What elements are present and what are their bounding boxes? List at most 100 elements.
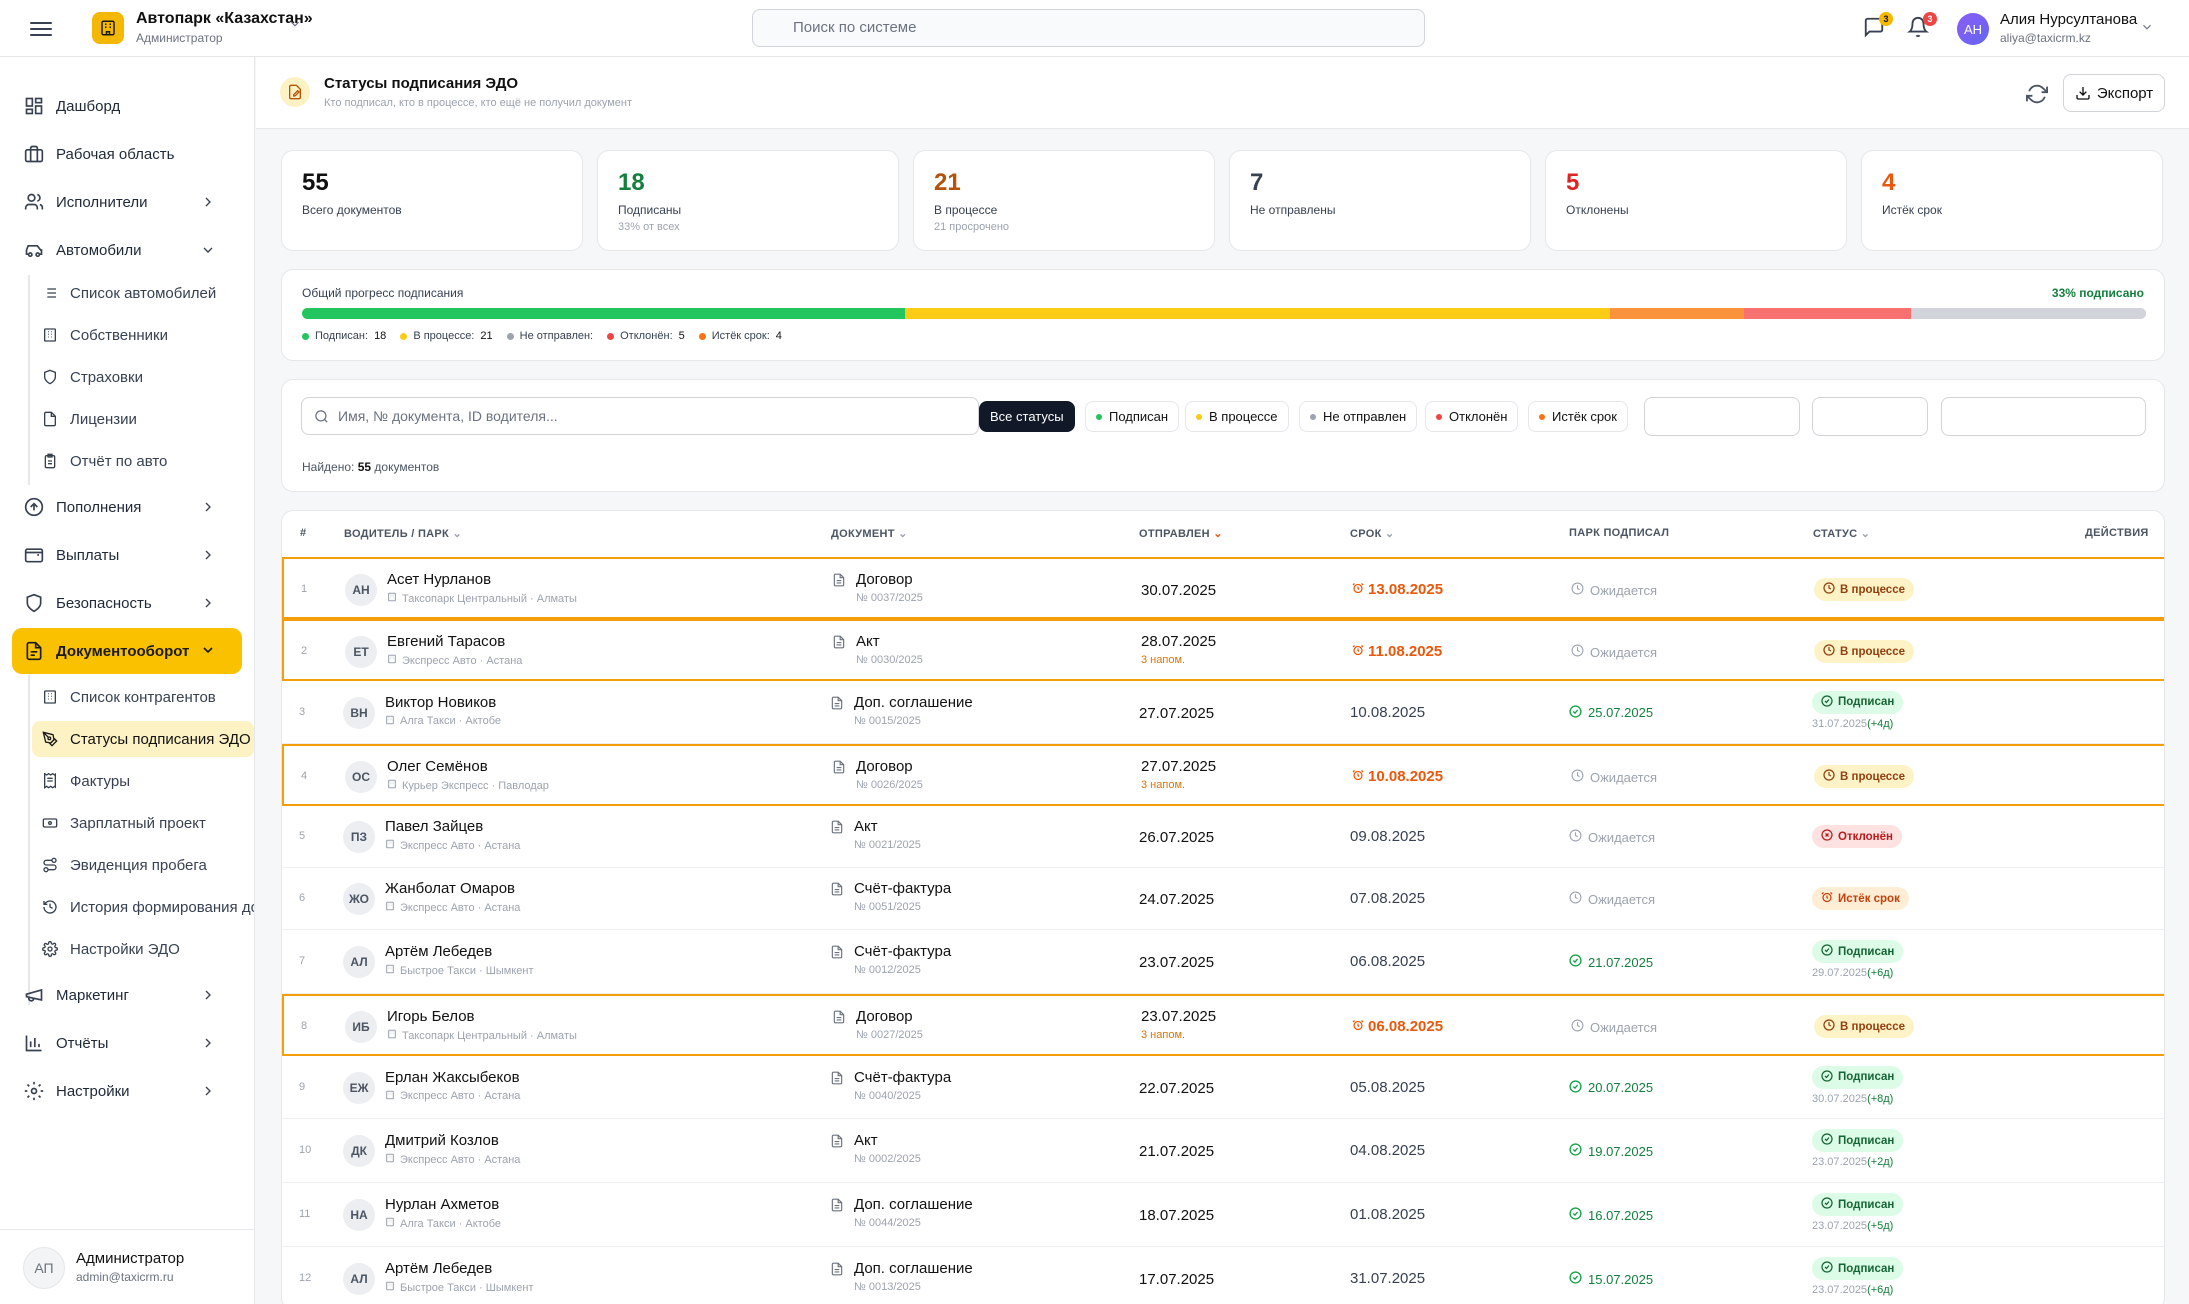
nav-settings[interactable]: Настройки	[12, 1069, 242, 1113]
document-type[interactable]: Договор	[856, 1008, 913, 1025]
document-type[interactable]: Счёт-фактура	[854, 880, 952, 897]
table-row[interactable]: 1 АН Асет Нурланов Таксопарк Центральный · …	[282, 557, 2164, 619]
chip-not-sent[interactable]: Не отправлен	[1299, 401, 1418, 432]
table-row[interactable]: 12 АЛ Артём Лебедев Быстрое Такси · Шымкент…	[282, 1247, 2164, 1304]
nav-performers[interactable]: Исполнители	[12, 180, 242, 224]
document-type[interactable]: Доп. соглашение	[854, 1196, 973, 1213]
table-row[interactable]: 5 ПЗ Павел Зайцев Экспресс Авто · Астана Акт…	[282, 806, 2164, 868]
nav-cars-report[interactable]: Отчёт по авто	[32, 443, 254, 479]
nav-dashboard[interactable]: Дашборд	[12, 84, 242, 128]
company-logo-icon[interactable]	[92, 12, 124, 44]
signed-date-value: 29.07.2025	[1812, 967, 1868, 979]
nav-cars-licenses[interactable]: Лицензии	[32, 401, 254, 437]
kpi-card[interactable]: 55 Всего документов	[281, 150, 583, 251]
document-type[interactable]: Доп. соглашение	[854, 1260, 973, 1277]
kpi-label: Не отправлены	[1250, 203, 1336, 217]
driver-name[interactable]: Евгений Тарасов	[387, 633, 506, 650]
chip-rejected[interactable]: Отклонён	[1425, 401, 1519, 432]
filter-select-2[interactable]	[1812, 397, 1928, 436]
driver-name[interactable]: Дмитрий Козлов	[385, 1132, 499, 1149]
menu-toggle-icon[interactable]	[30, 18, 52, 38]
table-row[interactable]: 7 АЛ Артём Лебедев Быстрое Такси · Шымкент С…	[282, 930, 2164, 994]
document-type[interactable]: Договор	[856, 571, 913, 588]
driver-park-label: Экспресс Авто · Астана	[400, 901, 521, 914]
document-type[interactable]: Акт	[856, 633, 880, 650]
notifications-bell-icon[interactable]: 3	[1906, 12, 1937, 40]
nav-cars-list[interactable]: Список автомобилей	[32, 275, 254, 311]
nav-edo-statuses[interactable]: Статусы подписания ЭДО	[32, 721, 254, 757]
col-document[interactable]: ДОКУМЕНТ ⌄	[831, 527, 908, 540]
table-row[interactable]: 10 ДК Дмитрий Козлов Экспресс Авто · Астана…	[282, 1119, 2164, 1183]
kpi-card[interactable]: 5 Отклонены	[1545, 150, 1847, 251]
nav-cars-insurance[interactable]: Страховки	[32, 359, 254, 395]
chip-signed[interactable]: Подписан	[1085, 401, 1180, 432]
table-row[interactable]: 2 ЕТ Евгений Тарасов Экспресс Авто · Астана…	[282, 619, 2164, 681]
global-search-input[interactable]: Поиск по системе	[752, 9, 1425, 47]
driver-name[interactable]: Артём Лебедев	[385, 1260, 493, 1277]
col-sent[interactable]: ОТПРАВЛЕН ⌄	[1139, 527, 1223, 540]
nav-cars[interactable]: Автомобили	[12, 228, 242, 272]
nav-docflow[interactable]: Документооборот	[12, 628, 242, 674]
nav-topups[interactable]: Пополнения	[12, 485, 242, 529]
user-avatar[interactable]: АН	[1957, 13, 1989, 45]
driver-name[interactable]: Артём Лебедев	[385, 943, 493, 960]
col-status[interactable]: СТАТУС ⌄	[1813, 527, 1870, 540]
nav-payouts[interactable]: Выплаты	[12, 533, 242, 577]
chip-expired[interactable]: Истёк срок	[1528, 401, 1628, 432]
sidebar-profile[interactable]: АП Администратор admin@taxicrm.ru	[0, 1229, 255, 1304]
nav-invoices[interactable]: Фактуры	[32, 763, 254, 799]
driver-name[interactable]: Жанболат Омаров	[385, 880, 516, 897]
chip-all-statuses[interactable]: Все статусы	[979, 401, 1075, 432]
driver-name[interactable]: Виктор Новиков	[385, 693, 497, 711]
document-search-input[interactable]: Имя, № документа, ID водителя...	[301, 397, 979, 435]
document-type[interactable]: Акт	[854, 1132, 878, 1149]
table-row[interactable]: 4 ОС Олег Семёнов Курьер Экспресс · Павлода…	[282, 744, 2164, 806]
col-due[interactable]: СРОК ⌄	[1350, 527, 1395, 540]
driver-park-label: Экспресс Авто · Астана	[400, 1153, 521, 1166]
col-driver[interactable]: ВОДИТЕЛЬ / ПАРК ⌄	[344, 527, 462, 540]
table-row[interactable]: 8 ИБ Игорь Белов Таксопарк Центральный · Ал…	[282, 994, 2164, 1056]
kpi-card[interactable]: 7 Не отправлены	[1229, 150, 1531, 251]
driver-name[interactable]: Асет Нурланов	[387, 571, 492, 588]
nav-counterparties[interactable]: Список контрагентов	[32, 679, 254, 715]
nav-marketing[interactable]: Маркетинг	[12, 973, 242, 1017]
table-row[interactable]: 3 ВН Виктор Новиков Алга Такси · Актобе Доп.…	[282, 681, 2164, 744]
driver-name[interactable]: Олег Семёнов	[387, 758, 488, 775]
nav-workspace[interactable]: Рабочая область	[12, 132, 242, 176]
user-menu-chevron-icon[interactable]	[2140, 20, 2154, 34]
driver-name[interactable]: Нурлан Ахметов	[385, 1196, 500, 1213]
driver-name[interactable]: Павел Зайцев	[385, 818, 484, 835]
table-row[interactable]: 11 НА Нурлан Ахметов Алга Такси · Актобе Доп…	[282, 1183, 2164, 1247]
table-row[interactable]: 9 ЕЖ Ерлан Жаксыбеков Экспресс Авто · Астан…	[282, 1056, 2164, 1119]
kpi-card[interactable]: 21 В процессе 21 просрочено	[913, 150, 1215, 251]
kpi-card[interactable]: 4 Истёк срок	[1861, 150, 2163, 251]
document-type[interactable]: Доп. соглашение	[854, 693, 973, 711]
nav-payroll[interactable]: Зарплатный проект	[32, 805, 254, 841]
clipboard-icon	[44, 453, 56, 469]
refresh-icon[interactable]	[2026, 83, 2048, 105]
chip-in-progress[interactable]: В процессе	[1185, 401, 1289, 432]
nav-doc-history[interactable]: История формирования до	[32, 889, 254, 925]
filter-select-1[interactable]	[1644, 397, 1800, 436]
nav-security[interactable]: Безопасность	[12, 581, 242, 625]
nav-cars-owners[interactable]: Собственники	[32, 317, 254, 353]
document-type[interactable]: Счёт-фактура	[854, 943, 952, 960]
messages-icon[interactable]: 3	[1863, 12, 1893, 40]
nav-reports[interactable]: Отчёты	[12, 1021, 242, 1065]
user-name[interactable]: Алия Нурсултанова	[2000, 11, 2138, 28]
driver-name[interactable]: Игорь Белов	[387, 1008, 475, 1025]
document-type[interactable]: Акт	[854, 818, 878, 835]
nav-mileage[interactable]: Эвиденция пробега	[32, 847, 254, 883]
chevron-right-icon	[205, 550, 211, 560]
document-type[interactable]: Счёт-фактура	[854, 1068, 952, 1086]
driver-name[interactable]: Ерлан Жаксыбеков	[385, 1068, 520, 1086]
export-button[interactable]: Экспорт	[2063, 74, 2165, 112]
company-name[interactable]: Автопарк «Казахстан»	[136, 10, 313, 27]
company-switch-chevron-icon[interactable]	[288, 17, 302, 31]
table-row[interactable]: 6 ЖО Жанболат Омаров Экспресс Авто · Астана…	[282, 868, 2164, 930]
nav-mileage-label: Эвиденция пробега	[70, 856, 207, 874]
kpi-card[interactable]: 18 Подписаны 33% от всех	[597, 150, 899, 251]
filter-select-3[interactable]	[1941, 397, 2146, 436]
nav-edo-settings[interactable]: Настройки ЭДО	[32, 931, 254, 967]
document-type[interactable]: Договор	[856, 758, 913, 775]
